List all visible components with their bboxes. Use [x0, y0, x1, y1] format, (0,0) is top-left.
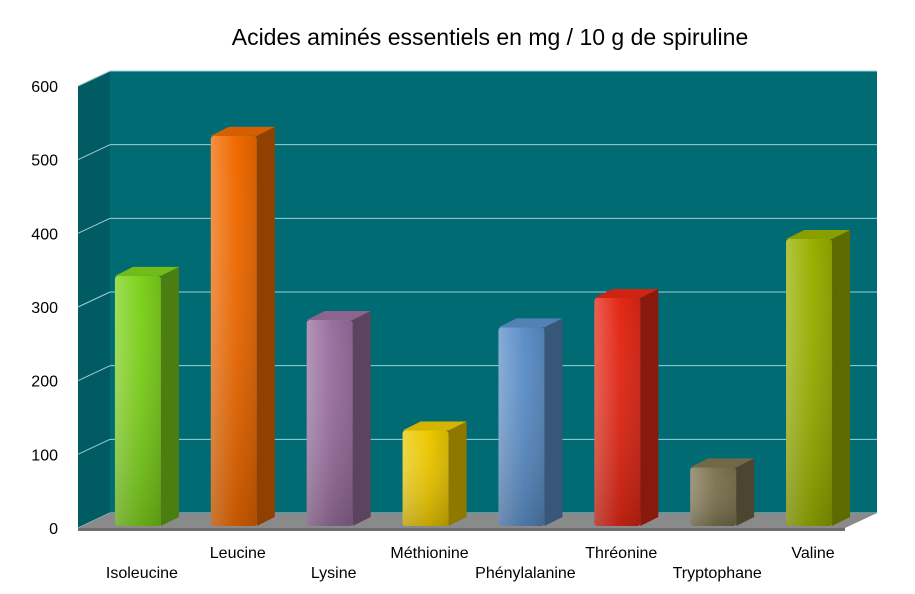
bar-shade — [402, 430, 449, 526]
bar-shade — [690, 467, 737, 526]
bar-méthionine — [402, 421, 467, 526]
x-tick-label: Tryptophane — [673, 565, 762, 582]
chart-title: Acides aminés essentiels en mg / 10 g de… — [232, 24, 749, 50]
bar-top — [690, 458, 755, 468]
gridline-side — [77, 217, 111, 234]
bar-top — [114, 266, 179, 276]
bar-isoleucine — [114, 266, 179, 526]
bar-leucine — [210, 126, 275, 526]
y-tick-label: 0 — [49, 521, 58, 538]
x-tick-label: Leucine — [210, 545, 266, 562]
bar-shade — [114, 275, 161, 526]
gridline-side — [77, 365, 111, 382]
bar-shade — [594, 297, 641, 526]
x-tick-label: Valine — [791, 545, 834, 562]
bar-side — [256, 126, 275, 526]
bar-lysine — [306, 311, 371, 526]
y-tick-label: 400 — [31, 226, 58, 243]
bar-top — [786, 230, 851, 240]
bar-thréonine — [594, 288, 659, 526]
gridline-side — [77, 70, 111, 87]
bar-shade — [786, 239, 833, 526]
bar-top — [498, 318, 563, 328]
gridline-side — [77, 438, 111, 455]
bar-side — [160, 266, 179, 526]
bar-valine — [786, 230, 851, 526]
bar-top — [594, 288, 659, 298]
bar-top — [402, 421, 467, 431]
plot-area: 0 100 200 300 400 500 600 Isoleucine Leucine Lysi… — [31, 70, 877, 582]
bar-side — [448, 421, 467, 526]
y-tick-label: 500 — [31, 153, 58, 170]
gridline-side — [77, 144, 111, 161]
bar-side — [544, 318, 563, 526]
y-tick-label: 200 — [31, 374, 58, 391]
bar-shade — [498, 327, 545, 526]
y-tick-label: 100 — [31, 447, 58, 464]
floor — [78, 513, 877, 528]
x-tick-label: Phénylalanine — [475, 565, 576, 582]
y-tick-label: 300 — [31, 300, 58, 317]
bar-side — [832, 230, 851, 526]
bar-shade — [210, 135, 257, 526]
bar-shade — [306, 320, 353, 526]
bar-side — [640, 288, 659, 526]
gridline-side — [77, 291, 111, 308]
bar-tryptophane — [690, 458, 755, 526]
bar-side — [352, 311, 371, 526]
floor-edge — [78, 528, 845, 531]
x-tick-label: Thréonine — [585, 545, 657, 562]
bar-top — [306, 311, 371, 321]
x-tick-label: Isoleucine — [106, 565, 178, 582]
x-tick-label: Méthionine — [390, 545, 468, 562]
bar-top — [210, 126, 275, 136]
bar-phénylalanine — [498, 318, 563, 526]
y-tick-label: 600 — [31, 79, 58, 96]
x-tick-label: Lysine — [311, 565, 357, 582]
bar-side — [736, 458, 755, 526]
